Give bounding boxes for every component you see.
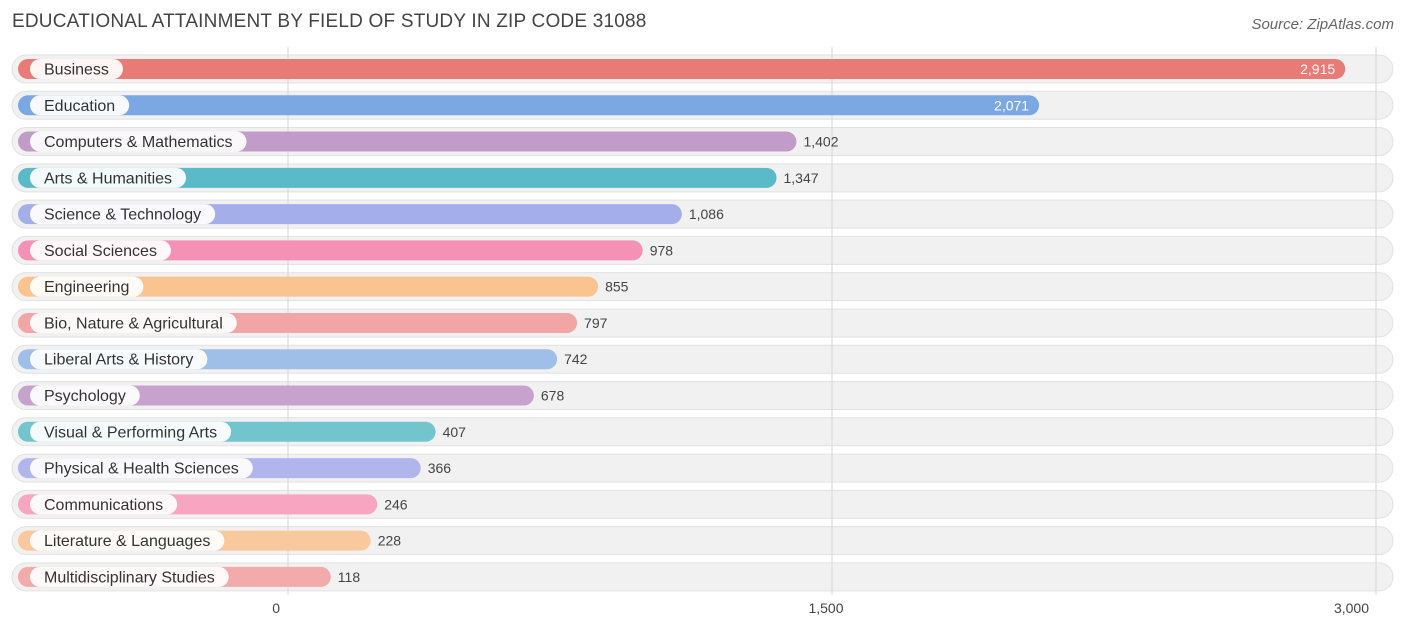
value-label: 1,086	[689, 206, 724, 222]
category-label-pill	[30, 95, 130, 116]
category-label-pill	[30, 167, 187, 188]
category-label: Multidisciplinary Studies	[44, 569, 215, 586]
category-label-pill	[30, 59, 123, 79]
value-label: 118	[338, 569, 361, 585]
category-label-pill	[30, 566, 229, 587]
value-label: 246	[384, 496, 408, 512]
category-label-pill	[30, 530, 225, 551]
chart-title: EDUCATIONAL ATTAINMENT BY FIELD OF STUDY…	[12, 11, 647, 32]
category-label: Social Sciences	[44, 243, 157, 260]
category-label-pill	[30, 204, 216, 225]
value-label: 678	[541, 388, 565, 404]
value-label: 366	[428, 460, 452, 476]
category-label-pill	[30, 421, 232, 442]
category-label: Computers & Mathematics	[44, 134, 233, 151]
category-label-pill	[30, 349, 208, 370]
row-track	[11, 562, 1394, 592]
value-label: 1,402	[803, 134, 838, 150]
category-label: Visual & Performing Arts	[44, 424, 217, 441]
x-tick-label: 0	[272, 600, 280, 616]
category-label-pill	[30, 240, 171, 261]
category-label-pill	[30, 385, 140, 406]
x-tick-label: 3,000	[1334, 600, 1369, 616]
category-label-pill	[30, 276, 144, 297]
bar	[18, 276, 599, 297]
category-label: Bio, Nature & Agricultural	[44, 315, 223, 332]
x-tick-label: 1,500	[808, 600, 843, 616]
category-label: Literature & Languages	[44, 533, 210, 550]
category-label: Arts & Humanities	[44, 170, 172, 187]
category-label: Education	[44, 98, 115, 115]
value-label: 797	[584, 315, 608, 331]
category-label-pill	[30, 131, 247, 152]
value-label: 2,071	[994, 97, 1029, 113]
bar	[18, 95, 1040, 116]
category-label: Business	[44, 62, 109, 79]
category-label-pill	[30, 312, 237, 333]
chart-source: Source: ZipAtlas.com	[1251, 16, 1394, 33]
value-label: 978	[650, 242, 674, 258]
category-label: Science & Technology	[44, 207, 201, 224]
category-label-pill	[30, 458, 253, 479]
value-label: 2,915	[1300, 61, 1335, 77]
category-label: Engineering	[44, 279, 129, 296]
value-label: 855	[605, 279, 629, 295]
bar	[18, 385, 534, 406]
value-label: 407	[443, 424, 467, 440]
category-label: Liberal Arts & History	[44, 352, 193, 369]
category-label: Psychology	[44, 388, 126, 405]
bar	[18, 59, 1346, 79]
category-label-pill	[30, 494, 178, 515]
bar	[18, 240, 643, 261]
value-label: 742	[564, 351, 588, 367]
value-label: 1,347	[784, 170, 819, 186]
category-label: Communications	[44, 497, 163, 514]
bar	[18, 167, 777, 188]
category-label: Physical & Health Sciences	[44, 461, 239, 478]
value-label: 228	[378, 533, 402, 549]
